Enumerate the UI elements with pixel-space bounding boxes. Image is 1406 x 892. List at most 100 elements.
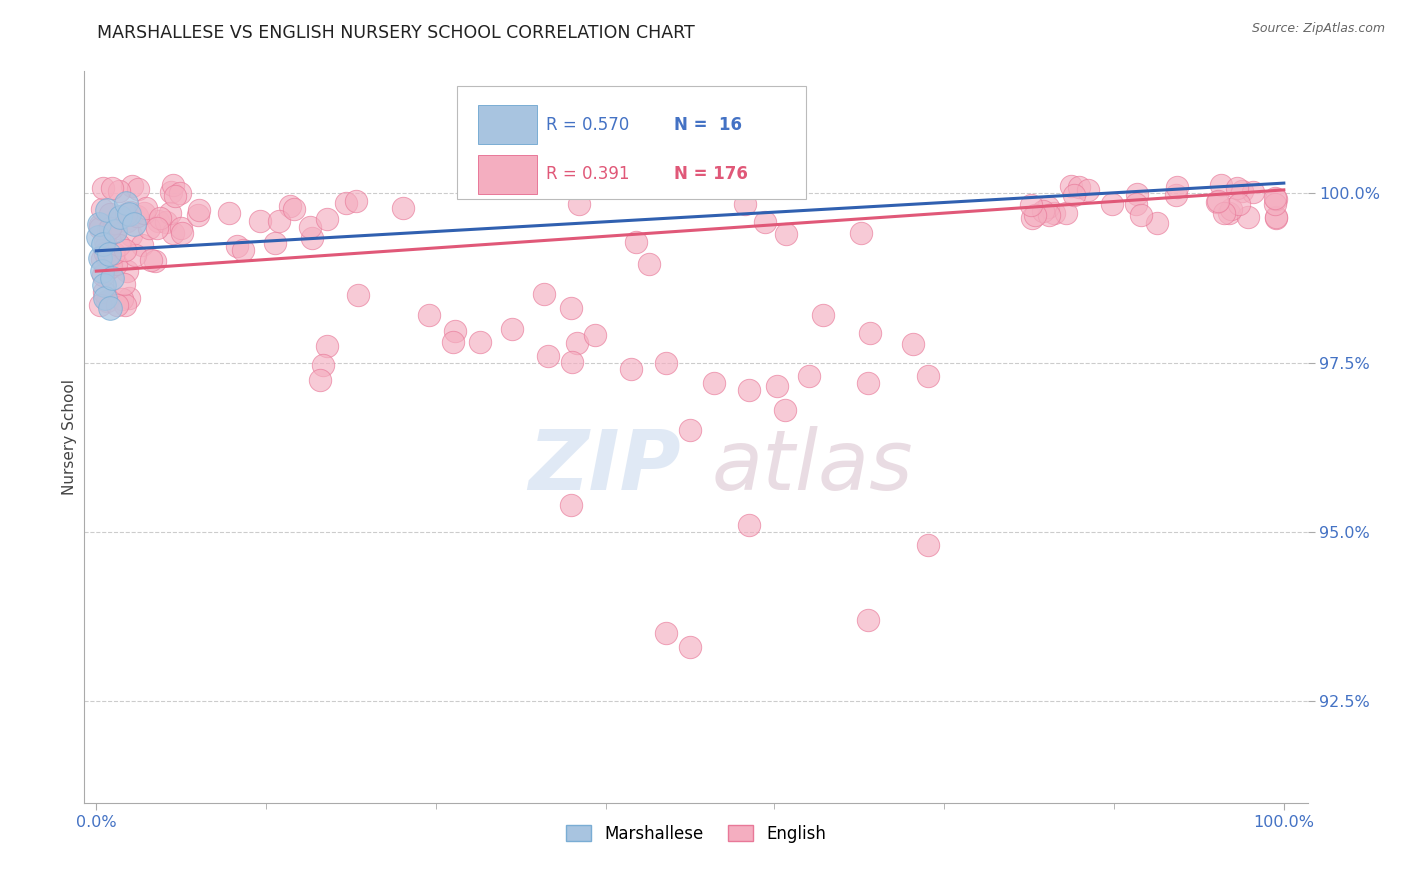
Point — [418, 308, 440, 322]
Point — [1206, 194, 1229, 209]
Point — [148, 214, 170, 228]
Point — [97, 251, 120, 265]
FancyBboxPatch shape — [478, 155, 537, 194]
Point — [626, 235, 648, 249]
Point — [1032, 204, 1054, 219]
Point — [1166, 179, 1188, 194]
Text: R = 0.391: R = 0.391 — [546, 165, 628, 183]
Point — [1021, 211, 1043, 225]
Point — [91, 181, 114, 195]
Point — [131, 238, 153, 252]
Point — [773, 403, 796, 417]
Point — [89, 221, 111, 235]
Point — [1054, 206, 1077, 220]
Point — [536, 349, 558, 363]
Point — [115, 264, 138, 278]
Point — [94, 239, 117, 253]
Point — [315, 339, 337, 353]
Point — [169, 186, 191, 200]
Point — [797, 369, 820, 384]
Point — [468, 334, 491, 349]
Point — [117, 214, 139, 228]
Point — [108, 238, 131, 252]
Point — [163, 189, 186, 203]
Point — [93, 277, 115, 292]
FancyBboxPatch shape — [478, 105, 537, 145]
Point — [316, 212, 339, 227]
Point — [108, 184, 131, 198]
Point — [391, 202, 413, 216]
Text: N =  16: N = 16 — [673, 116, 742, 134]
Point — [94, 291, 117, 305]
Point — [567, 335, 589, 350]
Point — [1038, 208, 1060, 222]
Point — [441, 335, 464, 350]
Point — [96, 203, 118, 218]
Point — [118, 292, 141, 306]
Point — [278, 199, 301, 213]
Point — [114, 243, 136, 257]
Point — [101, 181, 124, 195]
Point — [560, 498, 582, 512]
Point — [754, 215, 776, 229]
Point — [859, 326, 882, 340]
Point — [583, 328, 606, 343]
Point — [91, 202, 114, 217]
Point — [1241, 186, 1264, 200]
Point — [443, 324, 465, 338]
Point — [312, 358, 335, 372]
Point — [111, 292, 134, 306]
Point — [89, 218, 111, 232]
Point — [568, 197, 591, 211]
Text: atlas: atlas — [711, 425, 912, 507]
Point — [679, 640, 702, 654]
Text: N = 176: N = 176 — [673, 165, 748, 183]
Point — [124, 248, 146, 262]
Point — [91, 268, 114, 282]
Point — [813, 308, 835, 322]
Point — [122, 217, 145, 231]
Point — [159, 186, 181, 200]
Point — [1126, 186, 1149, 201]
Point — [100, 256, 122, 270]
Point — [97, 223, 120, 237]
Point — [134, 206, 156, 220]
Point — [1077, 183, 1099, 197]
Point — [533, 287, 555, 301]
Point — [301, 231, 323, 245]
Point — [162, 178, 184, 193]
Point — [97, 249, 120, 263]
Point — [114, 207, 136, 221]
Point — [118, 206, 141, 220]
Point — [620, 362, 643, 376]
Point — [738, 383, 761, 397]
Point — [1212, 206, 1234, 220]
Point — [155, 215, 177, 229]
Point — [1230, 184, 1253, 198]
Point — [100, 260, 122, 274]
Point — [141, 252, 163, 267]
Point — [1237, 210, 1260, 224]
Point — [225, 239, 247, 253]
Point — [1264, 211, 1286, 226]
Point — [89, 251, 111, 265]
Point — [1101, 197, 1123, 211]
Point — [903, 336, 925, 351]
Point — [775, 227, 797, 241]
Point — [1063, 188, 1085, 202]
Point — [105, 298, 128, 312]
Point — [1038, 200, 1060, 214]
Point — [1211, 178, 1233, 193]
Point — [1264, 191, 1286, 205]
Point — [346, 288, 368, 302]
Point — [655, 626, 678, 640]
Point — [856, 613, 879, 627]
Point — [118, 204, 141, 219]
Point — [1218, 206, 1240, 220]
Point — [1043, 206, 1066, 220]
Point — [115, 196, 138, 211]
Point — [856, 376, 879, 390]
Point — [94, 245, 117, 260]
Point — [1264, 192, 1286, 206]
Point — [1226, 181, 1249, 195]
